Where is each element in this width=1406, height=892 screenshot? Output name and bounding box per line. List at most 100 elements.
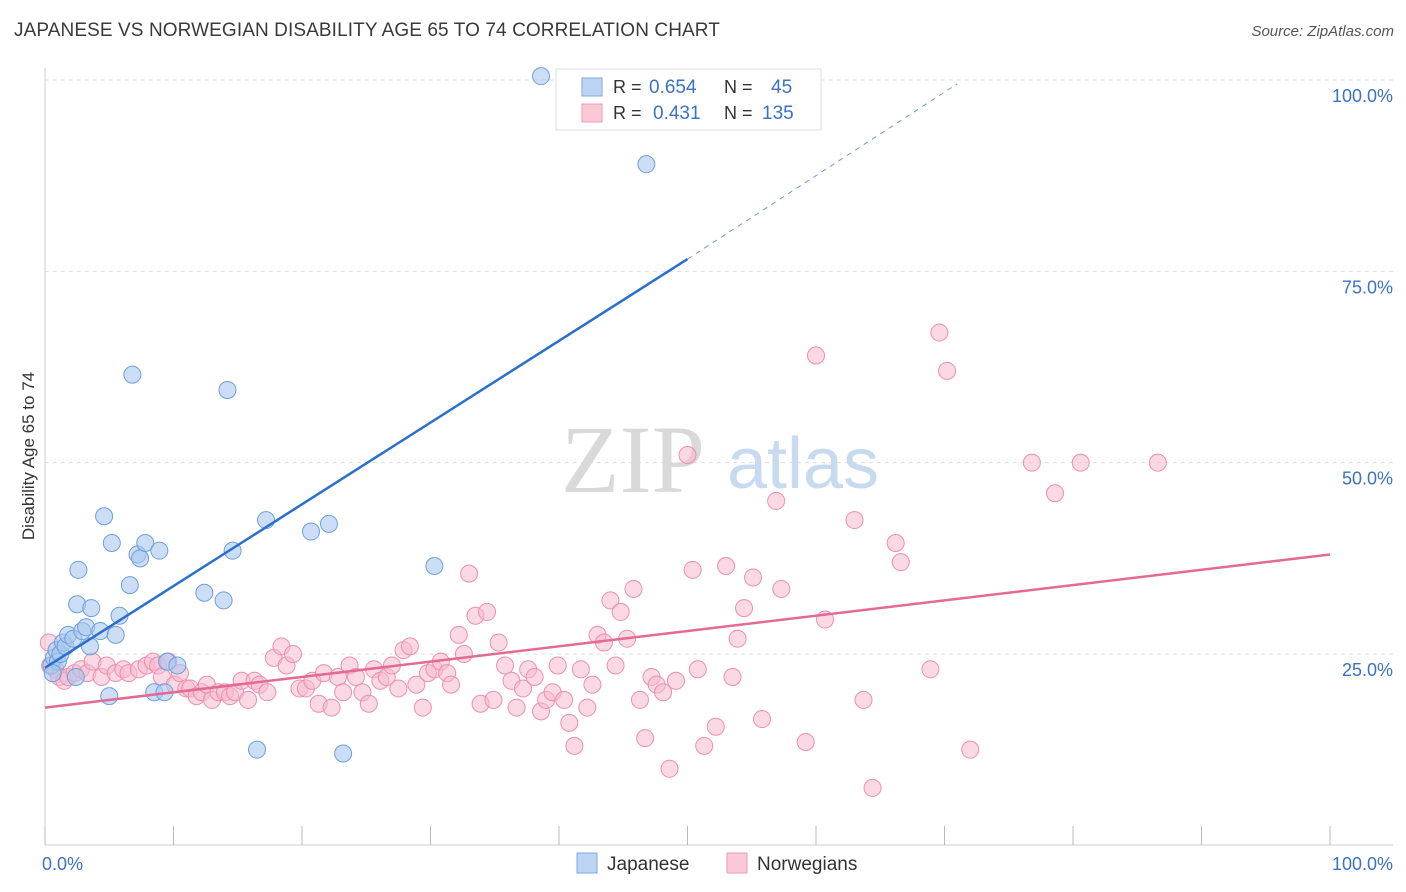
chart-title: JAPANESE VS NORWEGIAN DISABILITY AGE 65 … xyxy=(14,20,720,41)
japanese-point xyxy=(69,560,88,579)
norwegian-point xyxy=(449,625,468,644)
japanese-points xyxy=(42,67,656,763)
stats-n-value-1: 45 xyxy=(771,77,792,98)
norwegian-point xyxy=(636,729,655,748)
norwegian-point xyxy=(454,645,473,663)
japanese-point xyxy=(82,599,101,618)
japanese-point xyxy=(120,576,139,595)
y-tick-label: 50.0% xyxy=(1342,469,1393,489)
stats-r-label-1: R = xyxy=(613,77,642,97)
norwegian-point xyxy=(548,656,567,675)
norwegian-point xyxy=(322,698,341,717)
norwegian-point xyxy=(728,629,747,648)
norwegian-swatch xyxy=(581,103,603,123)
norwegian-point xyxy=(938,361,957,380)
japanese-point xyxy=(150,541,169,560)
norwegian-point xyxy=(807,346,825,365)
norwegian-point xyxy=(744,568,763,587)
norwegian-point xyxy=(1022,453,1041,472)
norwegian-point xyxy=(284,645,303,663)
norwegian-point xyxy=(514,679,533,698)
norwegian-point xyxy=(583,675,602,694)
norwegian-point xyxy=(407,675,426,694)
norwegian-point xyxy=(921,660,940,679)
norwegian-point xyxy=(688,660,707,679)
japanese-point xyxy=(248,740,267,759)
norwegian-point xyxy=(525,667,544,686)
norwegian-point xyxy=(683,560,702,579)
norwegian-point xyxy=(571,660,590,679)
norwegian-point xyxy=(654,683,673,702)
norwegian-point xyxy=(1071,453,1090,472)
norwegian-point xyxy=(334,683,353,702)
norwegian-point xyxy=(624,579,643,598)
norwegian-point xyxy=(478,602,497,621)
norwegians-trend-line xyxy=(44,553,1331,709)
norwegian-point xyxy=(1046,484,1065,503)
norwegian-point xyxy=(560,713,579,732)
norwegian-point xyxy=(489,633,508,652)
norwegian-point xyxy=(717,556,736,575)
japanese-point xyxy=(637,155,656,174)
chart-source: Source: ZipAtlas.com xyxy=(1251,23,1394,40)
japanese-point xyxy=(95,507,114,526)
norwegian-point xyxy=(346,667,365,686)
norwegian-point xyxy=(695,736,714,755)
norwegian-point xyxy=(886,534,905,553)
norwegian-point xyxy=(723,667,742,686)
norwegian-point xyxy=(611,602,630,621)
gridlines: 25.0% 50.0% 75.0% 100.0% xyxy=(45,79,1393,680)
japanese-point xyxy=(532,67,551,86)
norwegian-point xyxy=(678,446,697,465)
japanese-trend-line xyxy=(44,258,689,669)
norwegian-point xyxy=(413,698,432,717)
norwegian-point xyxy=(930,323,949,342)
norwegian-point xyxy=(460,564,479,583)
trend-lines xyxy=(44,83,1331,709)
japanese-point xyxy=(301,522,320,541)
japanese-point xyxy=(218,380,237,399)
norwegian-point xyxy=(863,778,882,797)
japanese-point xyxy=(102,534,121,553)
norwegian-point xyxy=(496,656,515,675)
japanese-point xyxy=(136,534,155,553)
japanese-point xyxy=(425,556,444,575)
norwegian-point xyxy=(845,511,864,530)
norwegian-point xyxy=(400,637,419,656)
norwegian-point xyxy=(606,656,625,675)
norwegian-point xyxy=(772,579,791,598)
watermark: ZIP atlas xyxy=(561,406,879,513)
stats-r-value-1: 0.654 xyxy=(649,77,697,98)
norwegian-point xyxy=(389,679,408,698)
legend-japanese-swatch xyxy=(576,852,598,874)
stats-n-label-1: N = xyxy=(724,77,753,97)
stats-r-label-2: R = xyxy=(613,103,642,123)
norwegian-point xyxy=(630,690,649,709)
japanese-point xyxy=(106,625,125,644)
stats-legend: R = 0.654 N = 45 R = 0.431 N = 135 xyxy=(555,68,822,131)
legend-norwegians-swatch xyxy=(726,852,748,874)
norwegian-point xyxy=(565,736,584,755)
japanese-point xyxy=(319,514,338,533)
norwegian-point xyxy=(735,599,754,618)
norwegians-points xyxy=(39,323,1167,797)
norwegian-point xyxy=(854,690,873,709)
norwegian-point xyxy=(578,698,597,717)
japanese-point xyxy=(43,664,62,683)
norwegian-point xyxy=(601,591,620,610)
norwegian-point xyxy=(507,698,526,717)
japanese-point xyxy=(66,667,85,686)
japanese-point xyxy=(334,744,353,763)
norwegian-point xyxy=(666,671,685,690)
legend-norwegians-label: Norwegians xyxy=(757,854,857,875)
norwegian-point xyxy=(796,733,815,752)
japanese-swatch xyxy=(581,77,603,97)
norwegian-point xyxy=(1148,453,1167,472)
japanese-point xyxy=(214,591,233,610)
y-tick-label: 25.0% xyxy=(1342,660,1393,680)
x-tick-label: 100.0% xyxy=(1332,854,1393,874)
y-tick-label: 100.0% xyxy=(1332,86,1393,106)
norwegian-point xyxy=(359,694,378,713)
stats-n-value-2: 135 xyxy=(762,103,794,124)
